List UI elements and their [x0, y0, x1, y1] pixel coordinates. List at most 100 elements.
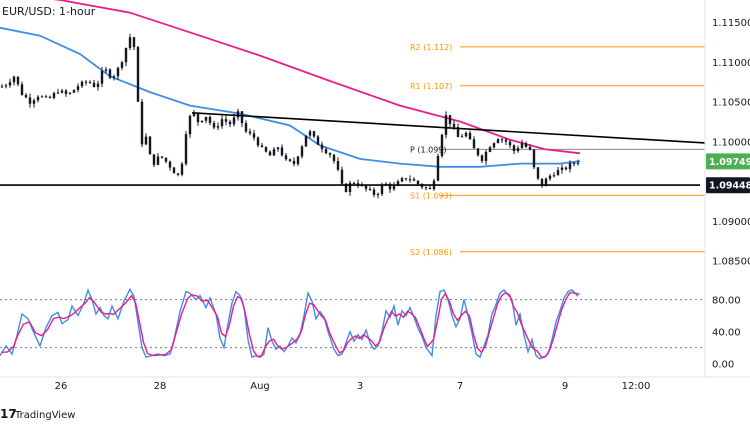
candle-down	[108, 69, 112, 78]
pivot-label: S1 (1.093)	[410, 191, 452, 200]
candle-down	[388, 183, 392, 190]
candle-down	[196, 112, 200, 123]
candle-down	[324, 149, 328, 154]
candle-down	[136, 47, 140, 102]
candle-down	[16, 76, 20, 85]
pivot-label: R1 (1.107)	[410, 82, 452, 91]
price-badge-label: 1.09749	[709, 157, 750, 168]
candle-down	[540, 178, 544, 187]
candle-down	[312, 131, 316, 137]
candle-down	[336, 161, 340, 170]
candle-down	[240, 111, 244, 124]
candle-down	[228, 121, 232, 125]
pivot-label: S2 (1.086)	[410, 248, 452, 257]
tradingview-logo-text: TradingView	[14, 410, 75, 421]
candle-up	[444, 115, 448, 135]
tradingview-logo-mark: 17	[0, 407, 17, 421]
candle-down	[352, 183, 356, 185]
candle-down	[468, 132, 472, 140]
candle-down	[524, 143, 528, 147]
candle-up	[200, 120, 204, 123]
price-badge	[706, 177, 750, 194]
candle-down	[412, 179, 416, 181]
candle-up	[112, 76, 116, 78]
price-tick-label: 1.11000	[712, 58, 750, 69]
price-tick-label: 1.10500	[712, 98, 750, 109]
candle-up	[296, 156, 300, 165]
candle-up	[460, 136, 464, 138]
candle-down	[88, 81, 92, 83]
candle-up	[12, 76, 16, 83]
candle-up	[184, 134, 188, 164]
stochastic-pane	[0, 287, 705, 360]
candle-up	[488, 147, 492, 152]
candle-down	[564, 167, 568, 170]
candle-up	[76, 86, 80, 90]
candle-down	[148, 136, 152, 155]
stochastic-tick-label: 0.00	[712, 360, 734, 371]
candle-up	[52, 93, 56, 98]
candle-up	[60, 90, 64, 93]
candle-up	[32, 100, 36, 104]
stochastic-d-line	[1, 291, 580, 358]
candle-up	[4, 85, 8, 87]
candle-up	[232, 117, 236, 125]
candle-down	[84, 81, 88, 83]
candle-down	[252, 133, 256, 138]
candle-down	[280, 147, 284, 156]
candle-up	[408, 179, 412, 181]
candle-down	[416, 180, 420, 185]
tradingview-logo[interactable]: 17 TradingView	[0, 407, 75, 421]
price-tick-label: 1.08500	[712, 257, 750, 268]
price-badge	[706, 153, 750, 170]
candle-down	[532, 149, 536, 168]
candle-down	[48, 96, 52, 98]
pivot-label: P (1.099)	[410, 145, 447, 154]
candle-down	[340, 169, 344, 184]
candle-down	[248, 131, 252, 134]
candle-down	[472, 139, 476, 149]
candle-up	[68, 92, 72, 94]
candle-up	[72, 89, 76, 93]
candle-up	[180, 163, 184, 175]
time-tick-label: 28	[154, 381, 167, 392]
candle-up	[156, 156, 160, 165]
time-tick-label: Aug	[250, 381, 270, 392]
candle-down	[264, 146, 268, 152]
candle-up	[516, 148, 520, 152]
candle-down	[372, 189, 376, 195]
candle-up	[56, 92, 60, 94]
candle-up	[440, 134, 444, 157]
candle-up	[204, 116, 208, 121]
time-tick-label: 3	[357, 381, 363, 392]
candle-up	[548, 175, 552, 179]
candle-down	[424, 187, 428, 189]
time-tick-label: 9	[562, 381, 568, 392]
candle-up	[220, 119, 224, 127]
candle-down	[164, 157, 168, 162]
candle-up	[96, 83, 100, 88]
candle-up	[8, 82, 12, 86]
candle-up	[192, 112, 196, 116]
candle-down	[428, 187, 432, 190]
candle-up	[216, 126, 220, 128]
candle-down	[404, 178, 408, 180]
candle-down	[160, 156, 164, 158]
candle-up	[568, 163, 572, 170]
candle-up	[396, 181, 400, 186]
candle-down	[260, 145, 264, 147]
descending-resistance-trendline	[191, 111, 706, 144]
candle-down	[168, 161, 172, 168]
candle-down	[92, 82, 96, 88]
candle-down	[64, 90, 68, 94]
candle-up	[492, 143, 496, 148]
moving-average-line	[0, 26, 581, 168]
price-pane: R2 (1.112) R1 (1.107) P (1.099) S1 (1.093) S…	[0, 0, 706, 257]
candle-down	[316, 136, 320, 145]
candle-up	[188, 115, 192, 135]
candle-up	[308, 131, 312, 136]
candle-down	[504, 139, 508, 142]
candle-down	[268, 151, 272, 156]
candle-down	[476, 148, 480, 156]
candle-down	[320, 144, 324, 150]
